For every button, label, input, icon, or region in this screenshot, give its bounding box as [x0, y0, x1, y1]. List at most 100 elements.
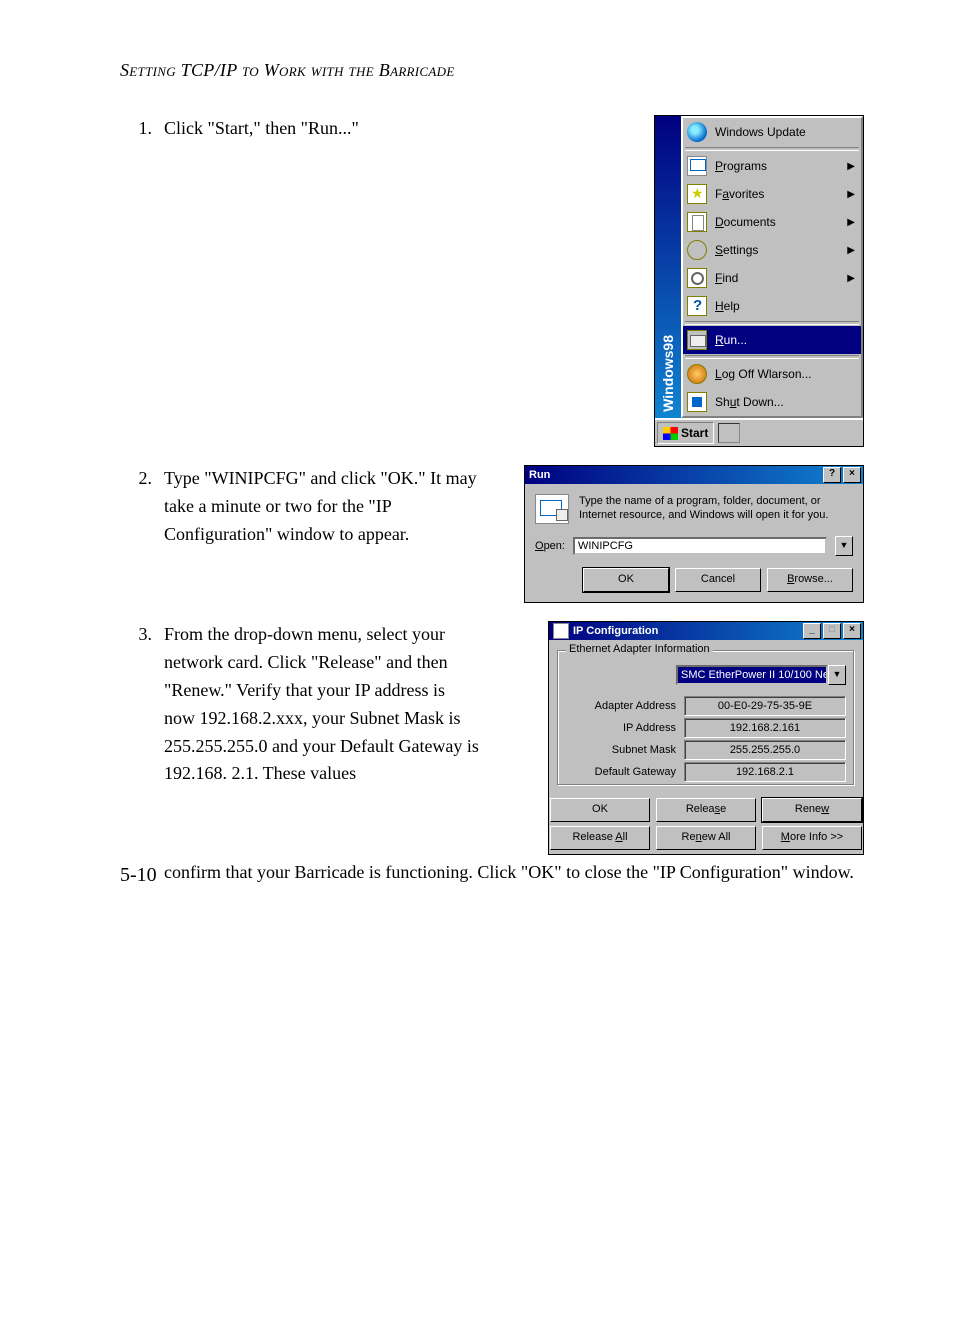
ip-row-label: Adapter Address	[566, 700, 684, 712]
run-description: Type the name of a program, folder, docu…	[579, 494, 853, 523]
ip-row-label: IP Address	[566, 722, 684, 734]
ip-row-value: 00-E0-29-75-35-9E	[684, 696, 846, 716]
start-menu-item[interactable]: Shut Down...	[683, 388, 861, 416]
submenu-arrow-icon: ▶	[847, 189, 855, 200]
start-menu-item-label: Help	[715, 299, 740, 313]
quick-launch-icon[interactable]	[718, 423, 740, 443]
ip-row-value: 255.255.255.0	[684, 740, 846, 760]
start-menu-item-label: Find	[715, 271, 738, 285]
start-menu-item-label: Settings	[715, 243, 758, 257]
open-input[interactable]	[573, 537, 827, 555]
start-menu-separator	[685, 321, 859, 325]
ip-row-label: Subnet Mask	[566, 744, 684, 756]
ip-row: Default Gateway192.168.2.1	[566, 761, 846, 783]
run-icon	[535, 494, 569, 524]
adapter-groupbox: Ethernet Adapter Information SMC EtherPo…	[557, 650, 855, 786]
docs-icon	[687, 212, 707, 232]
start-menu-item[interactable]: Run...	[683, 326, 861, 354]
page: Setting TCP/IP to Work with the Barricad…	[0, 0, 954, 947]
settings-icon	[687, 240, 707, 260]
shutdown-icon	[687, 392, 707, 412]
start-menu-separator	[685, 355, 859, 359]
submenu-arrow-icon: ▶	[847, 161, 855, 172]
start-menu-item[interactable]: Find ▶	[683, 264, 861, 292]
adapter-combo-value: SMC EtherPower II 10/100 Netw	[676, 665, 828, 685]
ip-title-icon	[553, 623, 569, 639]
start-menu-item[interactable]: Help	[683, 292, 861, 320]
globe-icon	[687, 122, 707, 142]
start-menu-item[interactable]: Programs ▶	[683, 152, 861, 180]
fav-icon	[687, 184, 707, 204]
maximize-button[interactable]: □	[823, 623, 841, 639]
start-menu-item-label: Shut Down...	[715, 395, 784, 409]
start-menu-item[interactable]: Documents ▶	[683, 208, 861, 236]
taskbar: Start	[655, 418, 863, 446]
start-button-label: Start	[681, 426, 708, 440]
find-icon	[687, 268, 707, 288]
release-button[interactable]: Release	[656, 798, 756, 822]
start-menu-item[interactable]: Favorites ▶	[683, 180, 861, 208]
start-menu-item[interactable]: Log Off Wlarson...	[683, 360, 861, 388]
help-button[interactable]: ?	[823, 467, 841, 483]
start-menu-item-label: Documents	[715, 215, 776, 229]
help-icon	[687, 296, 707, 316]
run-icon	[687, 330, 707, 350]
step-2-num: 2.	[120, 465, 164, 549]
ok-button[interactable]: OK	[583, 568, 669, 592]
start-menu-stripe: Windows98	[655, 116, 681, 418]
step-2-row: 2. Type "WINIPCFG" and click "OK." It ma…	[120, 465, 864, 603]
adapter-groupbox-legend: Ethernet Adapter Information	[566, 643, 713, 655]
close-button[interactable]: ×	[843, 467, 861, 483]
ip-rows: Adapter Address00-E0-29-75-35-9EIP Addre…	[566, 695, 846, 783]
step-3-body: From the drop-down menu, select your net…	[164, 621, 480, 788]
start-menu-item-label: Log Off Wlarson...	[715, 367, 812, 381]
submenu-arrow-icon: ▶	[847, 273, 855, 284]
page-number: 5-10	[120, 864, 157, 887]
start-menu-items: Windows UpdatePrograms▶Favorites▶Documen…	[681, 116, 863, 418]
open-label: Open:	[535, 540, 565, 552]
ip-titlebar[interactable]: IP Configuration _ □ ×	[549, 622, 863, 640]
submenu-arrow-icon: ▶	[847, 245, 855, 256]
run-dialog: Run ? × Type the name of a program, fold…	[524, 465, 864, 603]
ip-row-value: 192.168.2.161	[684, 718, 846, 738]
close-button[interactable]: ×	[843, 623, 861, 639]
ip-title: IP Configuration	[573, 625, 658, 637]
step-1-img: Windows98 Windows UpdatePrograms▶Favorit…	[480, 115, 864, 447]
step-1-row: 1. Click "Start," then "Run..." Windows9…	[120, 115, 864, 447]
start-button[interactable]: Start	[657, 422, 714, 444]
step-2-body: Type "WINIPCFG" and click "OK." It may t…	[164, 465, 480, 549]
cancel-button[interactable]: Cancel	[675, 568, 761, 592]
progs-icon	[687, 156, 707, 176]
start-menu-item[interactable]: Settings ▶	[683, 236, 861, 264]
step-1-body: Click "Start," then "Run..."	[164, 115, 480, 143]
start-menu-item[interactable]: Windows Update	[683, 118, 861, 146]
ok-button[interactable]: OK	[550, 798, 650, 822]
open-dropdown-arrow[interactable]: ▼	[835, 536, 853, 556]
start-menu-item-label: Windows Update	[715, 125, 806, 139]
adapter-combo[interactable]: SMC EtherPower II 10/100 Netw ▼	[676, 665, 846, 685]
start-menu-stripe-label: Windows98	[660, 329, 676, 418]
ip-row: Adapter Address00-E0-29-75-35-9E	[566, 695, 846, 717]
start-flag-icon	[663, 427, 678, 440]
renew-button[interactable]: Renew	[762, 798, 862, 822]
submenu-arrow-icon: ▶	[847, 217, 855, 228]
step-1-text: 1. Click "Start," then "Run..."	[120, 115, 480, 143]
minimize-button[interactable]: _	[803, 623, 821, 639]
start-menu-item-label: Programs	[715, 159, 767, 173]
step-2-text: 2. Type "WINIPCFG" and click "OK." It ma…	[120, 465, 480, 549]
start-menu-item-label: Favorites	[715, 187, 764, 201]
start-menu-item-label: Run...	[715, 333, 747, 347]
adapter-combo-arrow[interactable]: ▼	[828, 665, 846, 685]
ip-row: IP Address192.168.2.161	[566, 717, 846, 739]
browse-button[interactable]: Browse...	[767, 568, 853, 592]
run-titlebar[interactable]: Run ? ×	[525, 466, 863, 484]
release-all-button[interactable]: Release All	[550, 826, 650, 850]
run-title: Run	[529, 469, 550, 481]
start-menu: Windows98 Windows UpdatePrograms▶Favorit…	[654, 115, 864, 447]
step-1-num: 1.	[120, 115, 164, 143]
renew-all-button[interactable]: Renew All	[656, 826, 756, 850]
step-2-img: Run ? × Type the name of a program, fold…	[480, 465, 864, 603]
step-3-row: 3. From the drop-down menu, select your …	[120, 621, 864, 855]
more-info-button[interactable]: More Info >>	[762, 826, 862, 850]
ip-row-label: Default Gateway	[566, 766, 684, 778]
